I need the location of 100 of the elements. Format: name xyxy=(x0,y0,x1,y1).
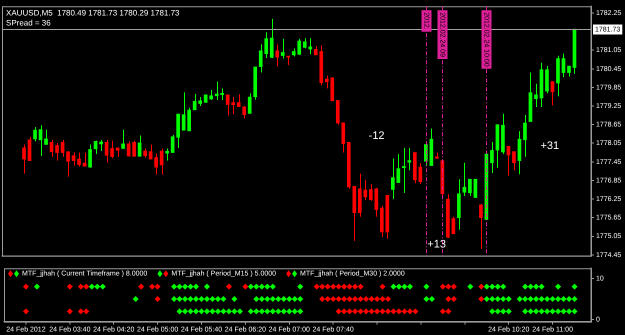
point xyxy=(204,308,210,314)
point xyxy=(341,308,348,314)
point xyxy=(374,296,380,302)
point xyxy=(506,308,512,314)
point xyxy=(188,308,194,314)
point xyxy=(78,284,84,290)
point xyxy=(346,284,353,290)
point xyxy=(346,308,353,314)
point xyxy=(214,296,221,302)
point xyxy=(566,296,572,302)
point xyxy=(538,284,545,290)
point xyxy=(500,284,506,290)
point xyxy=(406,308,413,314)
point xyxy=(423,296,430,302)
point xyxy=(22,284,29,290)
candlestick xyxy=(160,148,164,176)
point xyxy=(445,296,452,302)
point xyxy=(358,308,364,314)
candlestick xyxy=(154,152,158,176)
candlestick xyxy=(165,148,169,162)
candlestick xyxy=(330,76,334,102)
candlestick xyxy=(336,100,340,126)
point xyxy=(374,308,380,314)
candlestick xyxy=(192,93,196,110)
point xyxy=(358,296,364,302)
point xyxy=(198,296,204,302)
point xyxy=(88,284,95,290)
candlestick xyxy=(214,81,219,100)
point xyxy=(154,296,161,302)
point xyxy=(214,308,221,314)
candlestick xyxy=(132,140,136,158)
point xyxy=(231,296,238,302)
candlestick xyxy=(258,44,263,74)
point xyxy=(341,284,348,290)
point xyxy=(484,284,490,290)
candlestick xyxy=(99,139,103,152)
point xyxy=(171,296,178,302)
point xyxy=(363,296,370,302)
point xyxy=(83,308,90,314)
point xyxy=(193,296,200,302)
point xyxy=(286,296,292,302)
candlestick xyxy=(550,81,554,106)
point xyxy=(352,284,358,290)
point xyxy=(401,308,408,314)
point xyxy=(544,296,550,302)
candlestick xyxy=(452,216,456,234)
point xyxy=(550,296,556,302)
candlestick xyxy=(418,162,422,184)
candlestick xyxy=(110,140,114,159)
point xyxy=(555,296,562,302)
annotation: +13 xyxy=(427,238,446,251)
candlestick xyxy=(490,142,494,174)
point xyxy=(138,284,144,290)
point xyxy=(489,284,496,290)
candlestick xyxy=(302,38,307,49)
point xyxy=(336,308,342,314)
point xyxy=(560,308,567,314)
point xyxy=(450,296,457,302)
point xyxy=(297,296,304,302)
point xyxy=(83,284,90,290)
point xyxy=(358,284,364,290)
point xyxy=(34,284,40,290)
candlestick xyxy=(176,114,180,148)
point xyxy=(380,284,386,290)
point xyxy=(341,296,348,302)
candlestick xyxy=(396,154,400,184)
point xyxy=(528,308,534,314)
point xyxy=(560,296,567,302)
point xyxy=(506,296,512,302)
point xyxy=(248,308,254,314)
point xyxy=(336,284,342,290)
point xyxy=(253,284,260,290)
point xyxy=(390,308,397,314)
point xyxy=(352,296,358,302)
candlestick xyxy=(324,75,329,89)
point xyxy=(368,296,375,302)
point xyxy=(533,308,540,314)
point xyxy=(264,284,270,290)
point xyxy=(132,296,139,302)
point xyxy=(352,308,358,314)
point xyxy=(440,308,446,314)
point xyxy=(286,308,292,314)
point xyxy=(258,284,265,290)
point xyxy=(176,308,183,314)
point xyxy=(555,308,562,314)
candlestick xyxy=(88,144,92,168)
candlestick xyxy=(391,158,395,200)
point xyxy=(533,296,540,302)
candlestick xyxy=(275,44,280,68)
point xyxy=(319,284,326,290)
point xyxy=(204,296,210,302)
point xyxy=(226,308,232,314)
point xyxy=(176,284,183,290)
point xyxy=(280,296,287,302)
point xyxy=(193,308,200,314)
candlestick xyxy=(341,122,346,154)
point xyxy=(489,308,496,314)
point xyxy=(188,296,194,302)
point xyxy=(280,308,287,314)
point xyxy=(522,296,528,302)
